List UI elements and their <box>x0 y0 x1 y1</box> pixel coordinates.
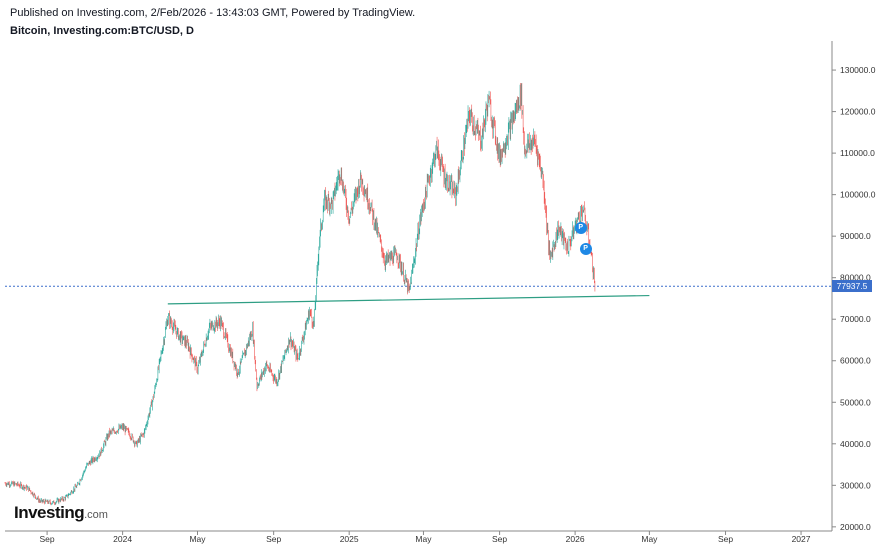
symbol-title: Bitcoin, Investing.com:BTC/USD, D <box>10 25 194 37</box>
y-tick-label: 110000.0 <box>840 148 875 158</box>
logo-suffix: .com <box>84 509 108 521</box>
x-tick-label: 2026 <box>566 534 585 544</box>
y-tick-label: 100000.0 <box>840 190 876 200</box>
y-tick-label: 60000.0 <box>840 356 871 366</box>
y-tick-label: 30000.0 <box>840 480 871 490</box>
price-axis: 20000.0 30000.0 40000.0 50000.0 60000.0 70000… <box>832 65 876 532</box>
marker-p-icon[interactable]: P <box>579 242 592 255</box>
y-tick-label: 70000.0 <box>840 314 871 324</box>
y-tick-label: 80000.0 <box>840 273 871 283</box>
x-tick-label: Sep <box>492 534 507 544</box>
x-tick-label: Sep <box>266 534 281 544</box>
logo-name: Investing <box>14 503 85 522</box>
marker-p-icon[interactable]: P <box>574 221 587 234</box>
published-caption: Published on Investing.com, 2/Feb/2026 -… <box>10 7 416 19</box>
x-tick-label: 2025 <box>340 534 359 544</box>
x-tick-label: 2027 <box>792 534 811 544</box>
x-tick-label: 2024 <box>113 534 132 544</box>
x-tick-label: Sep <box>718 534 733 544</box>
time-axis: Sep 2024 May Sep 2025 May Sep 2026 May Sep 2027 <box>40 531 811 544</box>
support-trendline[interactable] <box>167 294 650 305</box>
last-price-label: 77937.5 <box>832 280 872 293</box>
y-tick-label: 120000.0 <box>840 107 876 117</box>
x-tick-label: May <box>189 534 206 544</box>
y-tick-label: 90000.0 <box>840 231 871 241</box>
y-tick-label: 50000.0 <box>840 397 871 407</box>
candles <box>4 83 596 506</box>
y-tick-label: 20000.0 <box>840 522 871 532</box>
investing-logo: Investing.com <box>14 503 108 523</box>
x-tick-label: May <box>641 534 658 544</box>
y-tick-label: 40000.0 <box>840 439 871 449</box>
x-tick-label: Sep <box>40 534 55 544</box>
x-tick-label: May <box>415 534 432 544</box>
y-tick-label: 130000.0 <box>840 65 876 75</box>
